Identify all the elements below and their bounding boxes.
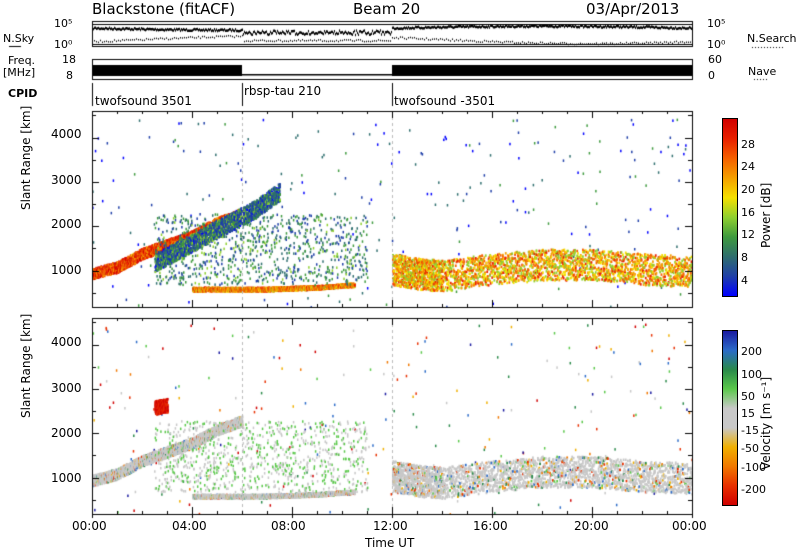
power-cbar-tick-28: 28 (741, 138, 755, 151)
cpid-segment-2: rbsp-tau 210 (244, 84, 322, 98)
velocity-cbar-tick-50: 50 (741, 390, 755, 403)
beam-title: Beam 20 (353, 0, 421, 18)
cpid-label: CPID (8, 87, 38, 100)
xtick-0000: 00:00 (72, 519, 107, 533)
freq-tick-bottom: 8 (66, 69, 73, 82)
nsky-tick-top: 10⁵ (54, 17, 73, 30)
velocity-cbar-tick-15: 15 (741, 407, 755, 420)
power-cbar-tick-24: 24 (741, 160, 755, 173)
freq-tick-top: 18 (62, 53, 76, 66)
power-ytick-2000: 2000 (51, 217, 82, 231)
power-cbar-tick-20: 20 (741, 183, 755, 196)
cpid-segment-1: twofsound 3501 (95, 94, 192, 108)
power-cbar-tick-12: 12 (741, 228, 755, 241)
nave-tick-bottom: 0 (708, 69, 715, 82)
power-cbar-label: Power [dB] (759, 182, 773, 248)
xtick-2000: 20:00 (574, 519, 609, 533)
xaxis-title: Time UT (365, 536, 415, 550)
nsky-label: N.Sky (3, 32, 35, 45)
nsearch-label: N.Search (747, 32, 797, 45)
velocity-cbar-tick-200: 200 (741, 345, 762, 358)
nave-tick-top: 60 (708, 53, 722, 66)
xtick-0400: 04:00 (172, 519, 207, 533)
power-panel-ylabel: Slant Range [km] (19, 105, 33, 210)
date-title: 03/Apr/2013 (586, 0, 680, 18)
freq-label-line2: [MHz] (3, 66, 36, 79)
power-cbar-tick-16: 16 (741, 206, 755, 219)
xtick-0000-end: 00:00 (672, 519, 707, 533)
cpid-segment-3: twofsound -3501 (394, 94, 496, 108)
velocity-cbar-tick-m100: -100 (741, 461, 766, 474)
power-ytick-4000: 4000 (51, 127, 82, 141)
velocity-cbar-label: Velocity [m s⁻¹] (759, 376, 773, 470)
station-title: Blackstone (fitACF) (92, 0, 236, 18)
velocity-ytick-3000: 3000 (51, 381, 82, 395)
velocity-ytick-2000: 2000 (51, 426, 82, 440)
velocity-ytick-4000: 4000 (51, 335, 82, 349)
velocity-cbar-tick-m200: -200 (741, 483, 766, 496)
power-colorbar (722, 118, 738, 297)
velocity-cbar-tick-100: 100 (741, 368, 762, 381)
xtick-0800: 08:00 (271, 519, 306, 533)
xtick-1200: 12:00 (373, 519, 408, 533)
velocity-cbar-tick-m50: -50 (741, 442, 759, 455)
power-cbar-tick-4: 4 (741, 274, 748, 287)
nave-label: Nave (748, 65, 777, 78)
freq-label-line1: Freq. (8, 54, 36, 67)
power-ytick-3000: 3000 (51, 173, 82, 187)
xtick-1600: 16:00 (473, 519, 508, 533)
velocity-ytick-1000: 1000 (51, 471, 82, 485)
nsearch-tick-top: 10⁵ (707, 17, 726, 30)
power-ytick-1000: 1000 (51, 263, 82, 277)
power-cbar-tick-8: 8 (741, 251, 748, 264)
velocity-panel-ylabel: Slant Range [km] (19, 313, 33, 418)
velocity-cbar-tick-m15: -15 (741, 424, 759, 437)
nsky-tick-bottom: 10⁰ (54, 38, 73, 51)
nsearch-tick-bottom: 10⁰ (707, 38, 726, 51)
velocity-colorbar (722, 330, 738, 506)
